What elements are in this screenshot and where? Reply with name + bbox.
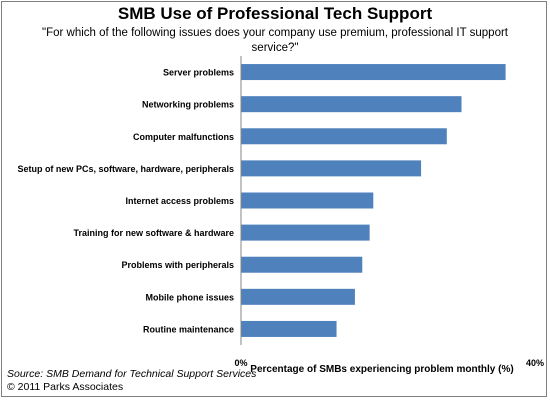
tick-label: 0% [234, 358, 247, 368]
category-label: Server problems [163, 68, 234, 78]
bar [241, 64, 506, 81]
bar [241, 224, 370, 241]
bar [241, 96, 462, 113]
source-prefix: Source: [7, 368, 47, 380]
source-note: Source: SMB Demand for Technical Support… [7, 368, 256, 394]
category-label: Networking problems [142, 100, 234, 110]
bar [241, 192, 374, 209]
chart-title: SMB Use of Professional Tech Support [117, 4, 433, 23]
bar [241, 128, 447, 145]
bar [241, 256, 363, 273]
x-axis-label: Percentage of SMBs experiencing problem … [250, 364, 513, 375]
category-label: Internet access problems [125, 196, 234, 206]
source-line: Source: SMB Demand for Technical Support… [7, 368, 256, 381]
bar [241, 320, 337, 337]
chart-subtitle: "For which of the following issues does … [41, 27, 508, 54]
category-label: Computer malfunctions [133, 132, 234, 142]
category-label: Setup of new PCs, software, hardware, pe… [17, 164, 234, 174]
bar [241, 160, 422, 177]
category-label: Training for new software & hardware [73, 228, 234, 238]
bar [241, 288, 355, 305]
source-text: SMB Demand for Technical Support Service… [46, 368, 257, 380]
category-label: Mobile phone issues [145, 292, 234, 302]
category-label: Routine maintenance [143, 324, 234, 334]
copyright: © 2011 Parks Associates [7, 381, 124, 393]
tick-label: 40% [526, 358, 544, 368]
category-label: Problems with peripherals [121, 260, 234, 270]
